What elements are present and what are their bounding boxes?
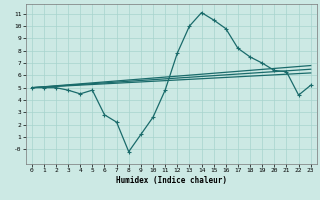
X-axis label: Humidex (Indice chaleur): Humidex (Indice chaleur) <box>116 176 227 185</box>
